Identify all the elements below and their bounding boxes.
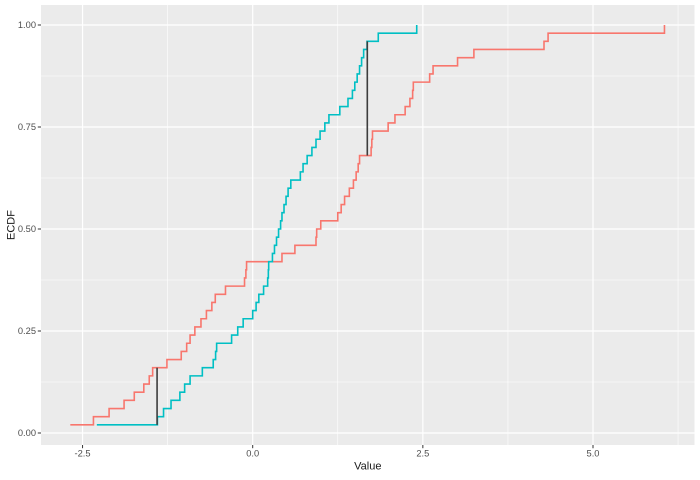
y-tick-label: 0.00 [18, 428, 36, 438]
y-tick-label: 0.75 [18, 122, 36, 132]
x-tick-label: 5.0 [587, 449, 600, 459]
x-tick-label: 2.5 [416, 449, 429, 459]
x-tick-label: 0.0 [246, 449, 259, 459]
ecdf-curves [70, 25, 666, 426]
y-tick-label: 1.00 [18, 20, 36, 30]
y-tick-label: 0.50 [18, 224, 36, 234]
x-tick-label: -2.5 [75, 449, 91, 459]
x-axis-title: Value [354, 461, 381, 473]
axes: -2.5 0.0 2.5 5.0 0.00 0.25 0.50 0.75 1.00 [18, 20, 600, 458]
y-tick-label: 0.25 [18, 326, 36, 336]
ecdf-curve-series-red [70, 25, 666, 426]
y-axis-title: ECDF [6, 210, 18, 240]
gridlines [41, 5, 695, 445]
ks-distance-segments [156, 41, 369, 425]
ecdf-curve-series-cyan [96, 25, 418, 426]
